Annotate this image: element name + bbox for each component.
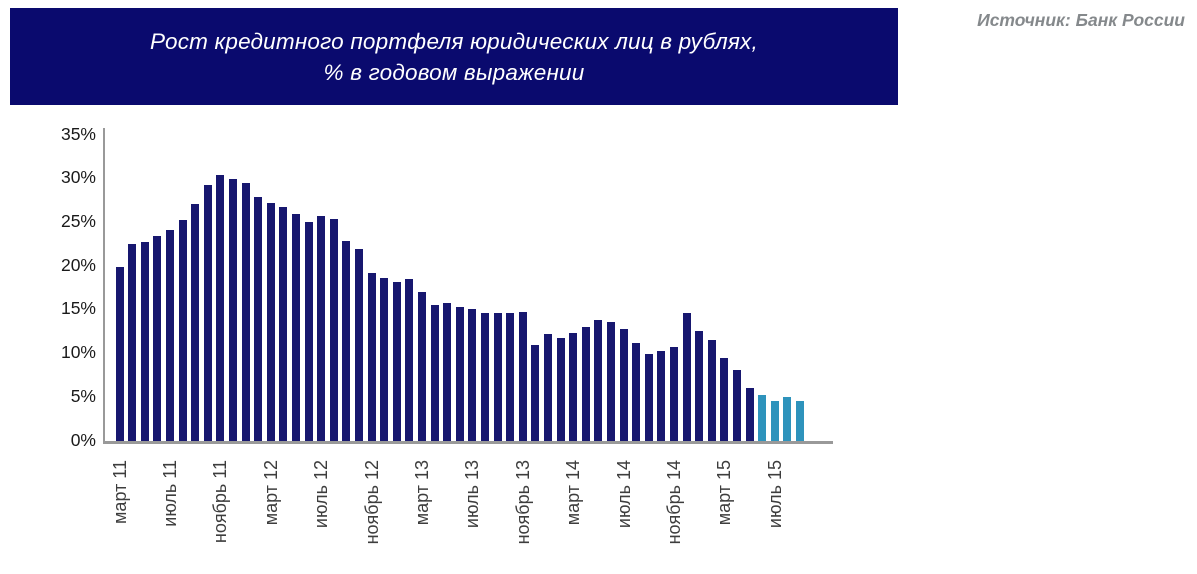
bar <box>417 291 426 441</box>
bar <box>480 313 489 441</box>
bar <box>178 219 187 441</box>
y-axis-line <box>103 128 105 444</box>
chart-title-line1: Рост кредитного портфеля юридических лиц… <box>150 28 758 54</box>
bar <box>279 206 288 441</box>
x-tick-label: март 12 <box>260 460 281 526</box>
bar <box>128 244 137 441</box>
x-tick-label: июль 15 <box>764 460 785 529</box>
bar <box>430 304 439 441</box>
y-tick-label: 0% <box>70 429 96 450</box>
bar <box>795 400 804 441</box>
bar <box>266 203 275 441</box>
bar <box>367 273 376 441</box>
bar <box>745 387 754 441</box>
y-tick-label: 25% <box>60 211 96 231</box>
bar <box>254 197 263 441</box>
bar <box>657 350 666 441</box>
y-tick-label: 30% <box>60 167 96 188</box>
bar <box>695 330 704 441</box>
bar <box>228 178 237 441</box>
bar <box>380 278 389 441</box>
y-tick-label: 15% <box>60 298 96 319</box>
x-tick-label: март 15 <box>714 460 735 526</box>
bar <box>405 279 414 441</box>
bar <box>165 230 174 441</box>
bar <box>506 313 515 441</box>
bar <box>342 240 351 441</box>
bar <box>556 337 565 441</box>
bar <box>619 329 628 441</box>
bar <box>581 326 590 441</box>
bar <box>632 343 641 441</box>
bar <box>606 322 615 441</box>
bar <box>203 184 212 441</box>
bar <box>354 248 363 441</box>
x-tick-label: июль 14 <box>613 460 634 529</box>
x-tick-label: ноябрь 12 <box>361 460 382 545</box>
bar <box>140 241 149 441</box>
bar <box>531 344 540 441</box>
bar <box>569 332 578 441</box>
bar <box>455 307 464 441</box>
bar <box>644 353 653 441</box>
bar <box>216 175 225 441</box>
source-attribution: Источник: Банк России <box>977 10 1185 30</box>
y-tick-label: 10% <box>60 342 96 363</box>
x-axis-line <box>103 441 833 444</box>
bar <box>443 302 452 441</box>
bar <box>543 334 552 441</box>
bar <box>468 309 477 441</box>
x-tick-label: июль 12 <box>311 460 332 529</box>
chart-title-line2: % в годовом выражении <box>323 59 585 85</box>
x-tick-label: ноябрь 13 <box>512 460 533 545</box>
bar <box>720 357 729 441</box>
bar <box>329 219 338 441</box>
bar <box>783 397 792 441</box>
bar <box>732 370 741 441</box>
x-tick-label: март 11 <box>109 460 130 524</box>
bar <box>594 319 603 441</box>
bar <box>191 204 200 441</box>
x-tick-label: март 13 <box>411 460 432 526</box>
bar <box>707 340 716 441</box>
x-tick-label: ноябрь 11 <box>210 460 231 544</box>
bar <box>153 235 162 441</box>
bar <box>682 312 691 441</box>
bar <box>304 221 313 441</box>
bar <box>770 400 779 441</box>
chart-title-banner: Рост кредитного портфеля юридических лиц… <box>10 8 898 105</box>
x-tick-label: ноябрь 14 <box>663 460 684 545</box>
bar <box>758 394 767 441</box>
bar <box>241 183 250 441</box>
bar <box>493 312 502 441</box>
bar <box>317 216 326 441</box>
bar <box>291 213 300 441</box>
y-tick-label: 20% <box>60 254 96 275</box>
bar <box>518 311 527 441</box>
x-tick-label: март 14 <box>563 460 584 526</box>
bar <box>392 281 401 441</box>
x-tick-label: июль 13 <box>462 460 483 529</box>
bar <box>669 347 678 441</box>
bar <box>115 267 124 441</box>
y-tick-label: 35% <box>60 123 96 144</box>
y-tick-label: 5% <box>70 385 96 406</box>
x-tick-label: июль 11 <box>159 460 180 527</box>
